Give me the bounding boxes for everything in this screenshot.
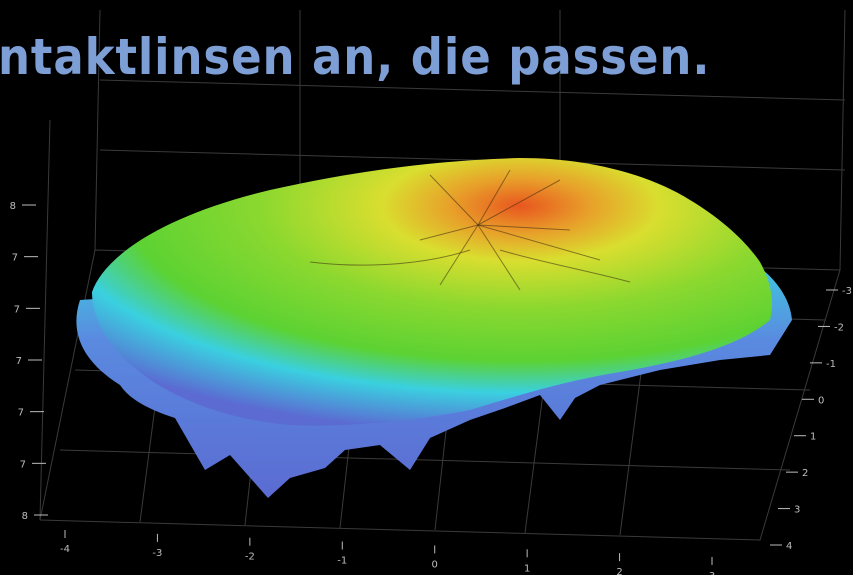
x-tick-label: -1 <box>337 556 347 567</box>
headline: ntaktlinsen an, die passen. <box>0 28 711 86</box>
y-tick-label: -1 <box>826 359 836 370</box>
x-tick-label: -4 <box>60 544 70 555</box>
y-tick-label: 1 <box>810 432 816 443</box>
x-tick-label: 3 <box>709 571 715 575</box>
z-tick-label: 7 <box>14 304 20 315</box>
z-tick-label: 7 <box>12 253 18 264</box>
x-tick-label: -3 <box>152 548 162 559</box>
z-tick-label: 7 <box>16 356 22 367</box>
surface-mesh <box>309 169 631 291</box>
y-tick-label: -3 <box>842 286 852 297</box>
y-tick-label: -2 <box>834 322 844 333</box>
x-tick-label: 0 <box>432 559 438 570</box>
z-tick-label: 8 <box>10 201 16 212</box>
z-tick-label: 7 <box>20 459 26 470</box>
x-tick-label: 1 <box>524 563 530 574</box>
y-tick-label: 4 <box>786 541 792 552</box>
lens-surface <box>76 158 793 498</box>
y-tick-label: 2 <box>802 468 808 479</box>
surface-top <box>92 158 772 426</box>
y-tick-label: 3 <box>794 505 800 516</box>
x-tick-label: -2 <box>245 552 255 563</box>
z-tick-label: 7 <box>18 408 24 419</box>
z-axis-ticks: 8 7 7 7 7 7 8 <box>10 201 48 522</box>
x-tick-label: 2 <box>616 567 622 575</box>
x-axis-ticks: -4 -3 -2 -1 0 1 2 3 <box>60 530 715 575</box>
y-tick-label: 0 <box>818 395 824 406</box>
z-tick-label: 8 <box>22 511 28 522</box>
y-axis-ticks: -3 -2 -1 0 1 2 3 4 <box>770 286 852 552</box>
